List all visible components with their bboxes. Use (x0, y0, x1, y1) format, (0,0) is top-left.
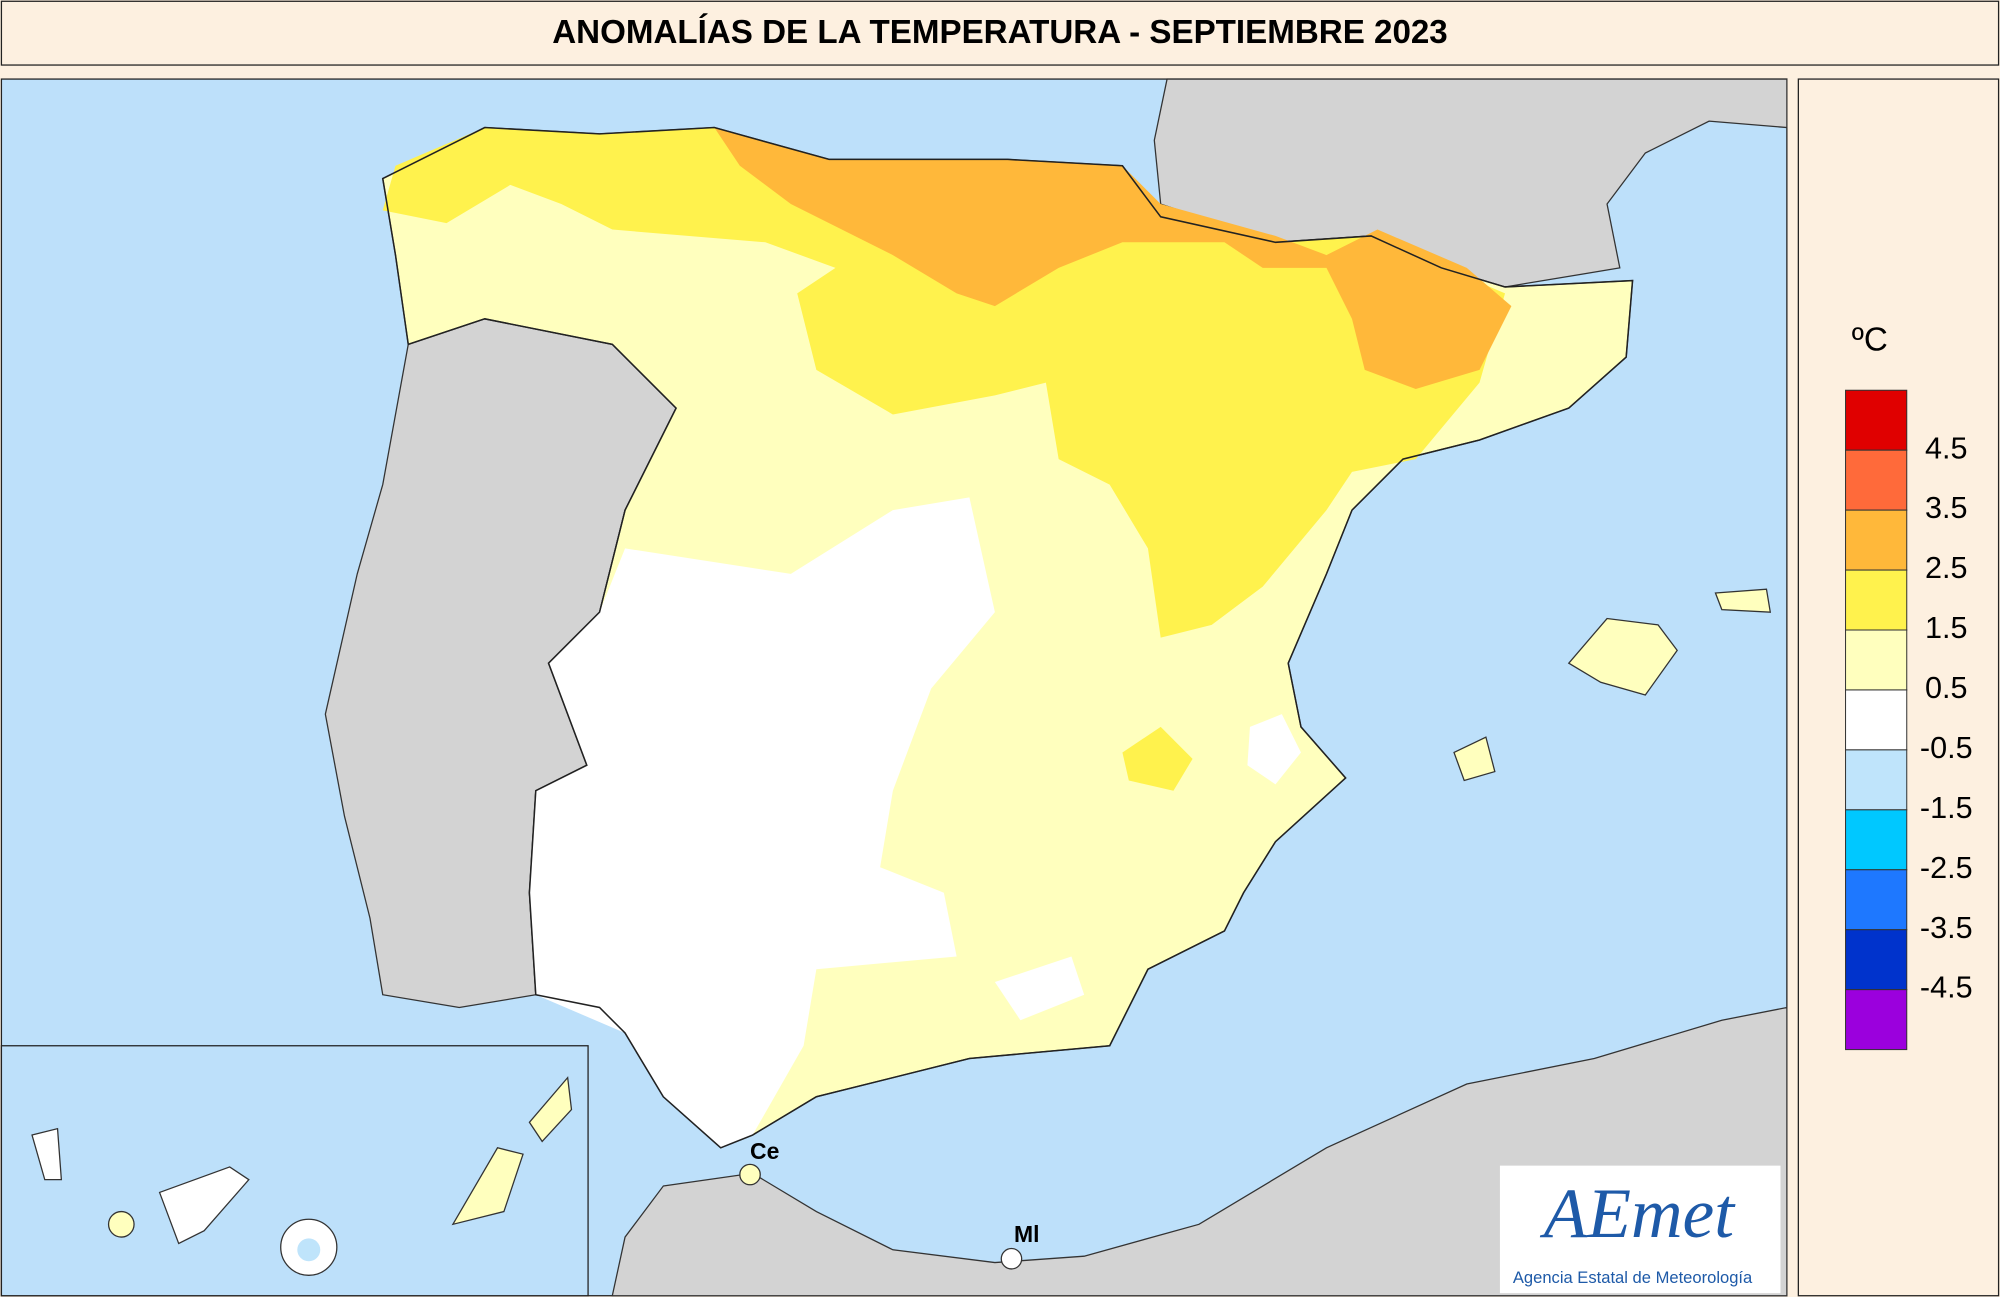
coastline (381, 126, 1634, 1149)
africa (611, 1006, 1788, 1297)
logo-box (1499, 1165, 1781, 1294)
legend-swatch (1845, 689, 1908, 751)
legend-swatch (1845, 869, 1908, 931)
menorca (1714, 588, 1772, 613)
legend-unit: ºC (1852, 322, 1888, 359)
legend-label: 1.5 (1925, 611, 1968, 645)
anomaly-zone (994, 956, 1085, 1021)
ibiza (1453, 736, 1496, 782)
island (451, 1147, 524, 1226)
place-label: Ce (750, 1138, 779, 1164)
legend-swatch (1845, 749, 1908, 811)
legend-label: -3.5 (1920, 911, 1973, 945)
island (158, 1166, 250, 1245)
logo-name: AEmet (1540, 1174, 1736, 1253)
legend-swatch (1845, 509, 1908, 571)
city-marker (1000, 1247, 1023, 1270)
island (31, 1127, 63, 1181)
legend-swatch (1845, 629, 1908, 691)
legend-label: -0.5 (1920, 731, 1973, 765)
legend-swatch (1845, 449, 1908, 511)
legend-swatch (1845, 989, 1908, 1051)
legend-label: 3.5 (1925, 491, 1968, 525)
logo-subtitle: Agencia Estatal de Meteorología (1513, 1268, 1753, 1287)
legend-label: -4.5 (1920, 971, 1973, 1005)
legend-label: 0.5 (1925, 671, 1968, 705)
title-bar (0, 0, 2000, 66)
legend-label: -1.5 (1920, 791, 1973, 825)
anomaly-zone (297, 1238, 321, 1262)
legend-swatch (1845, 569, 1908, 631)
island (107, 1210, 135, 1238)
mallorca (1567, 617, 1678, 696)
anomaly-zone (1122, 726, 1193, 791)
legend-label: -2.5 (1920, 851, 1973, 885)
legend-swatch (1845, 389, 1908, 451)
anomaly-zone (1247, 714, 1301, 785)
city-marker (739, 1163, 761, 1186)
legend-swatch (1845, 929, 1908, 991)
anomaly-zone (714, 127, 1512, 389)
legend-label: 2.5 (1925, 551, 1968, 585)
anomaly-zone (529, 497, 995, 1148)
legend-swatch (1845, 809, 1908, 871)
legend-label: 4.5 (1925, 431, 1968, 465)
anomaly-zone (382, 127, 1506, 638)
place-label: Ml (1014, 1221, 1039, 1247)
island (528, 1076, 573, 1143)
map-title: ANOMALÍAS DE LA TEMPERATURA - SEPTIEMBRE… (552, 13, 1448, 51)
